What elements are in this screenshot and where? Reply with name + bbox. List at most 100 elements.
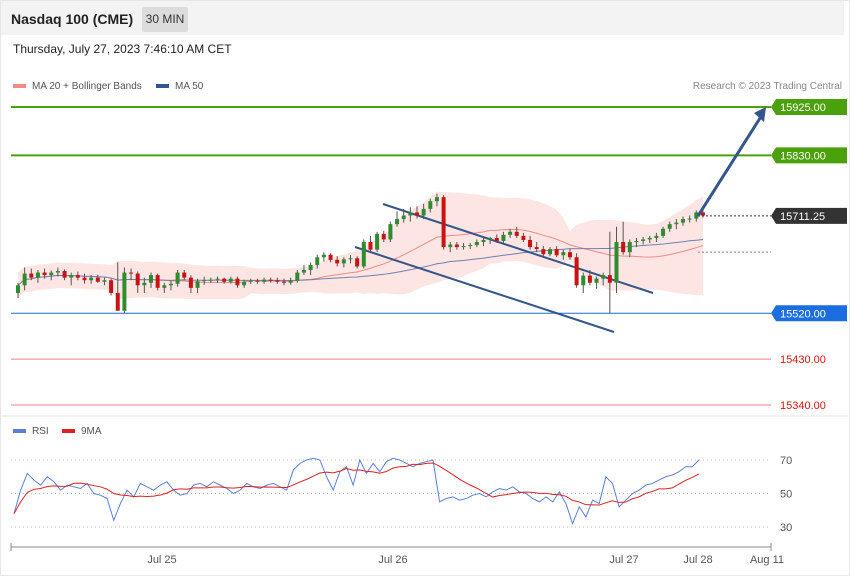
candle-body (129, 272, 134, 274)
candle (222, 277, 227, 284)
candle (574, 253, 579, 288)
candle (268, 277, 273, 283)
candle (494, 234, 499, 244)
candle (175, 270, 180, 287)
candle (528, 235, 533, 250)
candle-body (681, 219, 685, 223)
candle (22, 267, 27, 291)
candle-body (614, 241, 619, 283)
candle (594, 276, 599, 289)
candle-body (115, 292, 120, 311)
candle (235, 276, 240, 288)
candle (341, 257, 346, 268)
candle (282, 278, 286, 286)
projection-arrow-line (696, 114, 764, 217)
candle (614, 226, 619, 293)
candle-body (388, 224, 393, 240)
rsi-line (13, 457, 700, 526)
candle (89, 275, 94, 284)
candle-body (474, 241, 479, 246)
candle (16, 282, 20, 299)
candle-body (581, 275, 586, 286)
chart-header: Nasdaq 100 (CME) 30 MIN (1, 1, 844, 35)
candle-body (415, 212, 419, 216)
candle-body (554, 249, 559, 256)
candle (69, 272, 74, 286)
candle (149, 272, 153, 288)
candle (634, 237, 639, 248)
level-tag-3 (771, 305, 847, 322)
legend-ma50: MA 50 (156, 81, 203, 92)
level-label-0: 15925.00 (780, 102, 826, 114)
candle-body (168, 283, 173, 286)
candle-body (29, 273, 34, 278)
candle-body (700, 212, 705, 216)
candle (95, 274, 100, 283)
candle (561, 249, 566, 260)
candle-body (255, 280, 260, 282)
candle-body (62, 271, 67, 278)
candle-body (89, 277, 94, 281)
candle (208, 277, 213, 283)
candle-body (215, 278, 220, 280)
candle (242, 279, 247, 288)
candle (215, 276, 220, 283)
candle (109, 278, 114, 296)
candle (202, 276, 207, 285)
candle-body (288, 280, 293, 283)
candle (534, 241, 539, 253)
rsi-tick-label: 70 (780, 455, 792, 467)
candle-body (461, 246, 466, 248)
candle (501, 231, 506, 244)
candle-body (434, 197, 439, 202)
candle (654, 232, 659, 242)
candle-body (355, 258, 360, 267)
candle-body (35, 272, 40, 278)
candle-body (348, 258, 353, 260)
candle-body (401, 215, 406, 220)
level-label-5: 15340.00 (780, 400, 826, 412)
candle (474, 239, 479, 248)
candle-body (594, 278, 599, 283)
candle-body (202, 280, 207, 282)
candle (355, 256, 360, 269)
level-label-1: 15830.00 (780, 150, 826, 162)
candle (188, 275, 193, 293)
candle-body (494, 237, 499, 241)
candle-body (162, 285, 167, 288)
candle-body (109, 280, 114, 293)
candle-body (69, 275, 74, 278)
candle-body (328, 254, 333, 260)
candle (42, 268, 47, 279)
candle (381, 230, 386, 242)
legend-ma20: MA 20 + Bollinger Bands (13, 81, 142, 92)
candle (607, 231, 612, 314)
candle-body (508, 231, 513, 235)
projection-arrow-head (754, 107, 766, 122)
candle-body (308, 264, 313, 271)
candle-body (488, 237, 493, 240)
candle (687, 215, 692, 223)
level-tag-1 (771, 147, 847, 164)
candle-body (142, 282, 147, 286)
candle-body (641, 239, 646, 241)
candle (35, 270, 40, 283)
candle (388, 221, 393, 242)
candle (641, 236, 646, 245)
candle-body (534, 247, 539, 250)
candle-body (55, 271, 60, 273)
candle (441, 195, 446, 250)
candle (481, 237, 486, 247)
candle-body (667, 224, 672, 229)
candle (375, 231, 380, 253)
candle (587, 270, 592, 286)
candle (195, 278, 200, 293)
candle (228, 276, 233, 284)
candle-body (481, 239, 486, 242)
candle (255, 278, 260, 284)
level-label-3: 15520.00 (780, 308, 826, 320)
level-label-2: 15711.25 (780, 211, 825, 223)
timeframe-selector[interactable]: 30 MIN (142, 7, 188, 32)
chart-datetime: Thursday, July 27, 2023 7:46:10 AM CET (13, 42, 232, 56)
candle-body (375, 233, 380, 250)
